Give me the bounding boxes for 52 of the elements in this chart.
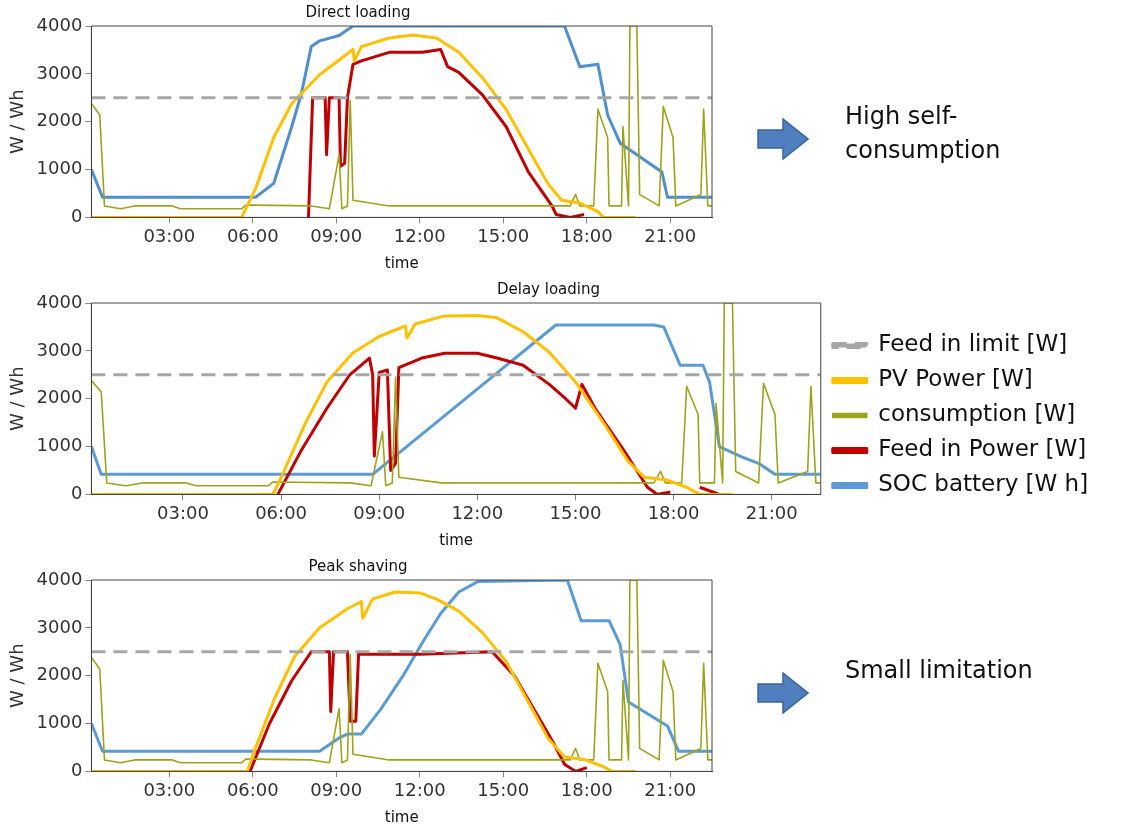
x-tick-label: 06:00 <box>226 224 279 246</box>
x-tick-label: 15:00 <box>549 501 602 523</box>
y-tick-label: 0 <box>70 205 83 227</box>
y-tick-label: 0 <box>70 482 83 504</box>
legend-label: PV Power [W] <box>878 365 1033 392</box>
x-tick-label: 03:00 <box>143 224 196 246</box>
y-tick-label: 4000 <box>36 567 83 589</box>
x-tick-label: 12:00 <box>393 224 446 246</box>
x-tick-label: 03:00 <box>157 501 209 523</box>
x-tick-label: 12:00 <box>393 778 446 800</box>
x-tick-label: 06:00 <box>226 778 279 800</box>
x-tick-label: 09:00 <box>310 778 363 800</box>
x-tick-label: 09:00 <box>310 224 363 246</box>
legend-label: Feed in Power [W] <box>878 435 1087 462</box>
y-axis-title: W / Wh <box>6 89 28 154</box>
y-tick-label: 3000 <box>36 338 83 360</box>
x-tick-label: 12:00 <box>451 501 504 523</box>
y-tick-label: 0 <box>70 759 83 781</box>
x-tick-label: 09:00 <box>353 501 406 523</box>
x-tick-label: 03:00 <box>143 778 196 800</box>
y-tick-label: 1000 <box>36 157 83 179</box>
y-tick-label: 4000 <box>36 13 83 35</box>
text: High self-consumption <box>845 101 1002 166</box>
y-tick-label: 2000 <box>36 109 83 131</box>
x-tick-label: 21:00 <box>644 778 697 800</box>
legend-label: consumption [W] <box>878 400 1076 427</box>
legend-label: SOC battery [W h] <box>878 470 1089 497</box>
chart-title: Direct loading <box>305 2 411 21</box>
legend-label: Feed in limit [W] <box>878 330 1068 357</box>
x-tick-label: 18:00 <box>560 224 613 246</box>
chart-title: Delay loading <box>496 279 601 298</box>
x-tick-label: 18:00 <box>560 778 613 800</box>
y-axis-title: W / Wh <box>6 366 28 431</box>
text: Small limitation <box>845 655 1034 686</box>
x-axis-title: time <box>439 530 474 549</box>
x-tick-label: 06:00 <box>255 501 308 523</box>
y-tick-label: 3000 <box>36 61 83 83</box>
y-tick-label: 2000 <box>36 663 83 685</box>
y-tick-label: 3000 <box>36 615 83 637</box>
x-tick-label: 21:00 <box>745 501 798 523</box>
y-tick-label: 1000 <box>36 711 83 733</box>
y-tick-label: 4000 <box>36 290 83 312</box>
x-tick-label: 15:00 <box>477 224 530 246</box>
chart-title: Peak shaving <box>308 556 408 575</box>
y-tick-label: 1000 <box>36 434 83 456</box>
x-tick-label: 15:00 <box>477 778 530 800</box>
x-axis-title: time <box>384 807 419 826</box>
x-tick-label: 21:00 <box>644 224 697 246</box>
x-axis-title: time <box>384 253 419 272</box>
y-axis-title: W / Wh <box>6 643 28 708</box>
y-tick-label: 2000 <box>36 386 83 408</box>
x-tick-label: 18:00 <box>647 501 700 523</box>
